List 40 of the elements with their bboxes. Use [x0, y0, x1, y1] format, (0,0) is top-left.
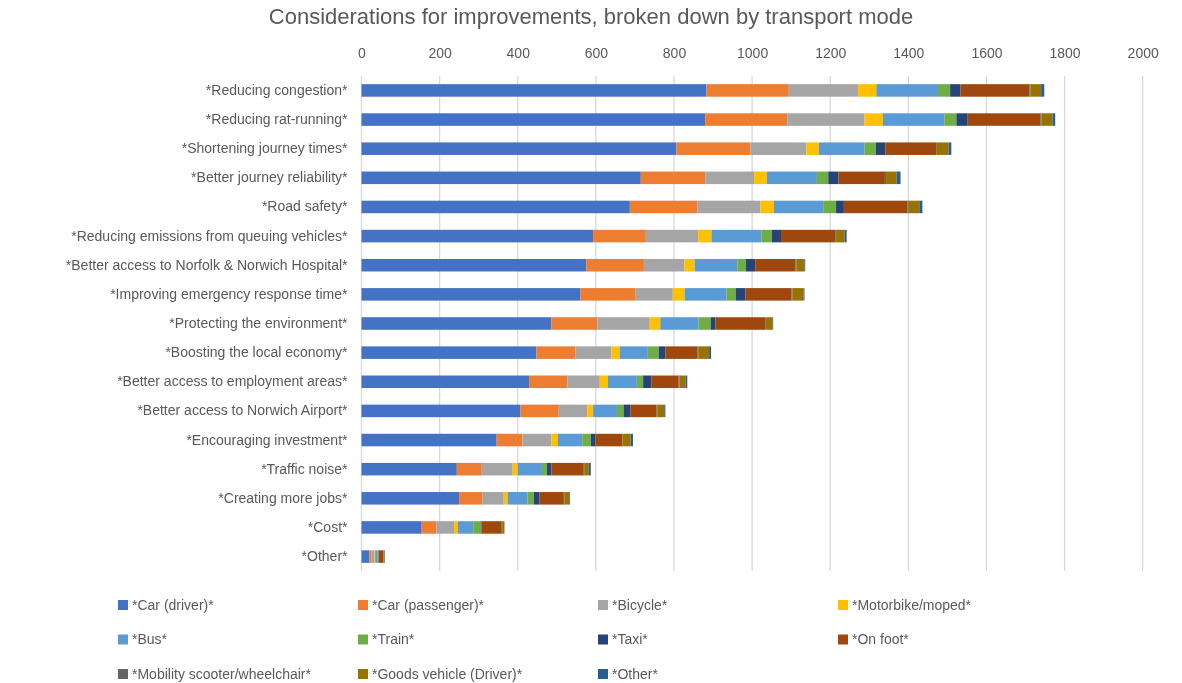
y-tick-label: *Traffic noise*: [261, 460, 349, 477]
x-tick-label: 1000: [737, 45, 769, 61]
legend-label: *Goods vehicle (Driver)*: [372, 665, 523, 682]
x-tick-label: 1800: [1049, 45, 1081, 61]
y-tick-label: *Protecting the environment*: [169, 314, 349, 331]
y-tick-label: *Reducing rat-running*: [205, 111, 349, 128]
x-tick-label: 400: [506, 45, 531, 61]
legend-label: *Train*: [372, 631, 415, 648]
y-tick-label: *Boosting the local economy*: [165, 344, 349, 361]
legend-label: *Other*: [612, 665, 659, 682]
y-tick-label: *Encouraging investment*: [186, 431, 349, 448]
y-tick-label: *Other*: [301, 548, 349, 565]
legend-label: *On foot*: [852, 631, 910, 648]
y-tick-label: *Reducing emissions from queuing vehicles*: [71, 227, 349, 244]
y-tick-label: *Better access to employment areas*: [117, 373, 349, 390]
x-tick-label: 1400: [893, 45, 925, 61]
y-tick-label: *Cost*: [307, 518, 349, 535]
legend-label: *Bicycle*: [612, 596, 668, 613]
legend-label: *Car (driver)*: [132, 596, 215, 613]
legend-label: *Car (passenger)*: [372, 596, 485, 613]
y-tick-label: *Reducing congestion*: [205, 81, 349, 98]
x-tick-label: 1600: [971, 45, 1003, 61]
x-tick-label: 1200: [815, 45, 847, 61]
legend-label: *Mobility scooter/wheelchair*: [132, 665, 312, 682]
y-tick-label: *Better access to Norfolk & Norwich Hospital*: [65, 256, 349, 273]
x-tick-label: 2000: [1127, 45, 1159, 61]
y-tick-label: *Better access to Norwich Airport*: [137, 402, 349, 419]
legend-label: *Bus*: [132, 631, 168, 648]
y-tick-label: *Improving emergency response time*: [110, 285, 349, 302]
x-tick-label: 600: [584, 45, 609, 61]
x-tick-label: 200: [428, 45, 453, 61]
x-tick-label: 800: [662, 45, 687, 61]
chart-title: Considerations for improvements, broken down by transport mode: [268, 4, 914, 29]
legend-label: *Taxi*: [612, 631, 649, 648]
legend-label: *Motorbike/moped*: [852, 596, 972, 613]
y-tick-label: *Road safety*: [261, 198, 349, 215]
x-tick-label: 0: [358, 45, 367, 61]
y-tick-label: *Shortening journey times*: [181, 140, 349, 157]
y-tick-label: *Creating more jobs*: [218, 489, 349, 506]
y-tick-label: *Better journey reliability*: [191, 169, 349, 186]
